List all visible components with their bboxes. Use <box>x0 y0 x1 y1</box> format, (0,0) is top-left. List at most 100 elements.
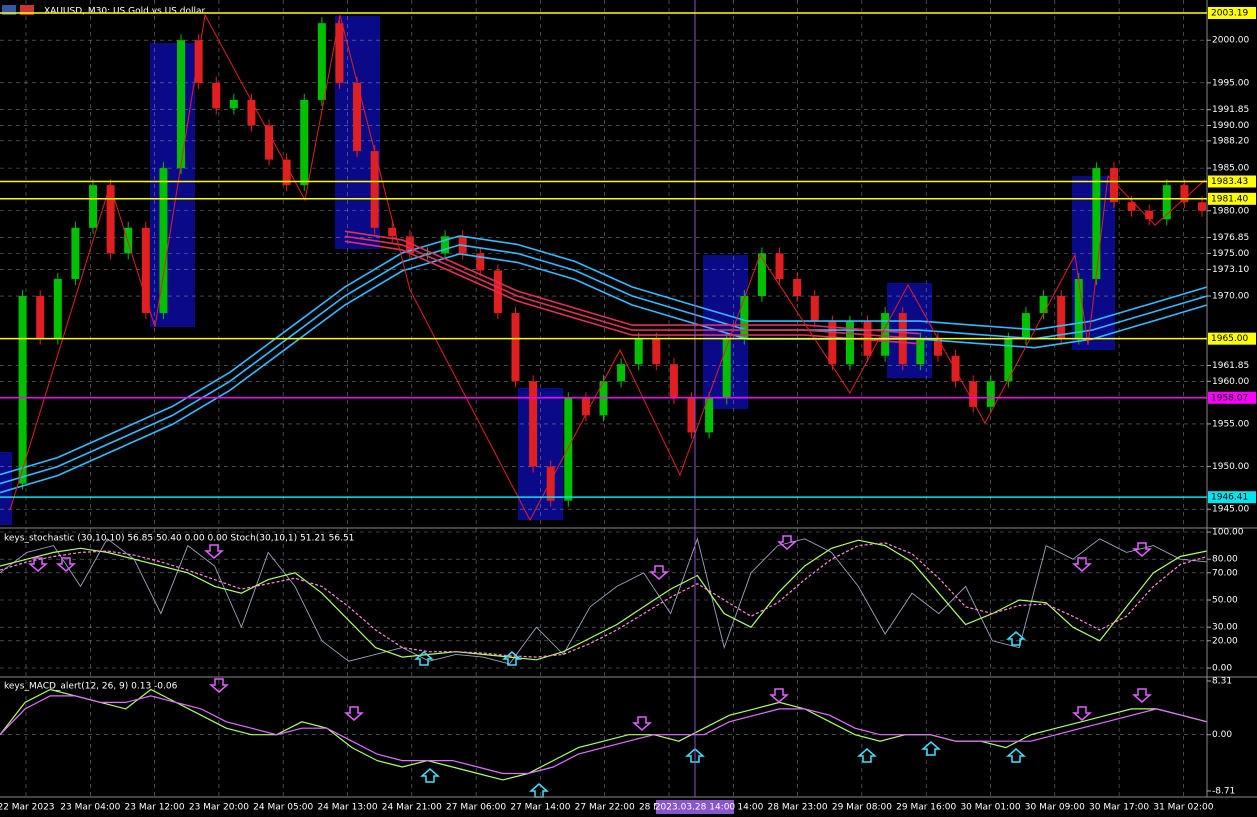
arrow-up <box>921 741 941 756</box>
candle-body <box>124 227 133 254</box>
line-fast <box>0 537 1208 665</box>
level-label: 1958.07 <box>1211 393 1248 403</box>
candle-body <box>1004 338 1013 382</box>
candle-body <box>71 227 80 279</box>
candle-body <box>1057 296 1066 339</box>
zigzag <box>9 13 1206 522</box>
candle-body <box>969 381 978 407</box>
candle-body <box>1092 168 1101 279</box>
candle-body <box>1198 202 1206 211</box>
arrow-down <box>28 557 48 572</box>
candle-body <box>986 381 995 407</box>
y-tick-label: 1961.85 <box>1212 361 1249 371</box>
y-tick-label: 1973.10 <box>1212 265 1249 275</box>
y-tick-label: 70.00 <box>1212 568 1238 578</box>
x-tick-label: 30 Mar 01:00 <box>960 803 1020 813</box>
candle-body <box>652 338 661 365</box>
candle-body <box>1109 168 1118 203</box>
candle-body <box>1074 278 1083 339</box>
y-tick-label: 0.00 <box>1212 664 1232 674</box>
arrow-down <box>204 544 224 559</box>
y-tick-label: 100.00 <box>1212 528 1244 538</box>
candle-body <box>476 253 485 271</box>
x-tick-label: 28 Mar 23:00 <box>768 803 828 813</box>
x-tick-label: 23 Mar 04:00 <box>60 803 120 813</box>
candle-body <box>951 355 960 382</box>
arrow-up <box>502 651 522 666</box>
candle-body <box>669 364 678 399</box>
candle-body <box>916 338 925 365</box>
candle-body <box>282 159 291 186</box>
stoch-title: keys_stochastic (30,10,10) 56.85 50.40 0… <box>4 534 354 544</box>
y-tick-label: 1970.00 <box>1212 292 1249 302</box>
y-tick-label: 8.31 <box>1212 677 1232 687</box>
candle-body <box>441 236 450 254</box>
candle-body <box>634 338 643 365</box>
level-label-bg <box>1208 175 1256 188</box>
candle-body <box>757 253 766 297</box>
x-tick-label: 30 Mar 09:00 <box>1025 803 1085 813</box>
candle-body <box>1039 296 1048 314</box>
level-label: 1983.43 <box>1211 177 1248 187</box>
zone <box>0 452 12 525</box>
line-ma_red <box>344 230 920 335</box>
x-tick-label: 22 Mar 2023 <box>0 803 55 813</box>
arrow-down <box>56 557 76 572</box>
level-label-bg <box>1208 192 1256 205</box>
candle-body <box>370 151 379 228</box>
chart-title: XAUUSD, M30: US Gold vs US dollar <box>44 7 205 17</box>
y-tick-label: 2000.00 <box>1212 36 1249 46</box>
candle-body <box>317 23 326 100</box>
flag-icon <box>20 5 34 15</box>
arrow-up <box>1006 631 1026 646</box>
line-macd <box>0 688 1208 781</box>
signal-arrows <box>28 535 1152 798</box>
arrow-down <box>1072 557 1092 572</box>
candle-body <box>581 398 590 416</box>
line-main <box>0 539 1208 661</box>
candle-body <box>775 253 784 279</box>
candle-body <box>36 296 45 339</box>
candle-body <box>1180 185 1189 203</box>
candle-body <box>177 40 186 169</box>
arrow-up <box>1006 748 1026 763</box>
candle-body <box>511 313 520 382</box>
level-label: 1946.41 <box>1211 493 1248 503</box>
candle-body <box>722 338 731 399</box>
candle-body <box>194 40 203 83</box>
cursor-label-bg <box>656 800 734 814</box>
x-tick-label: 27 Mar 22:00 <box>575 803 635 813</box>
level-label-bg <box>1208 332 1256 345</box>
candle-body <box>793 278 802 297</box>
candle-body <box>405 236 414 254</box>
y-tick-label: 1950.00 <box>1212 462 1249 472</box>
y-tick-label: 1990.00 <box>1212 121 1249 131</box>
flag-icon <box>2 5 16 15</box>
candle-body <box>617 364 626 382</box>
y-tick-label: 1945.00 <box>1212 505 1249 515</box>
candle-body <box>845 321 854 365</box>
level-label: 1965.00 <box>1211 334 1248 344</box>
candle-body <box>18 296 27 484</box>
candle-body <box>159 168 168 314</box>
line-ma_blue <box>0 253 1208 494</box>
candle-body <box>229 99 238 109</box>
candle-body <box>810 296 819 322</box>
arrow-up <box>414 651 434 666</box>
candle-body <box>705 398 714 433</box>
candle-body <box>828 321 837 365</box>
zone <box>150 43 195 327</box>
y-tick-label: 0.00 <box>1212 730 1232 740</box>
x-tick-label: 24 Mar 13:00 <box>317 803 377 813</box>
y-tick-label: 1985.00 <box>1212 164 1249 174</box>
candle-body <box>933 338 942 356</box>
line-signal <box>0 695 1208 775</box>
candle-body <box>247 99 256 126</box>
arrow-down <box>1132 688 1152 703</box>
arrow-down <box>649 565 669 580</box>
candle-body <box>265 125 274 160</box>
arrow-down <box>209 678 229 693</box>
